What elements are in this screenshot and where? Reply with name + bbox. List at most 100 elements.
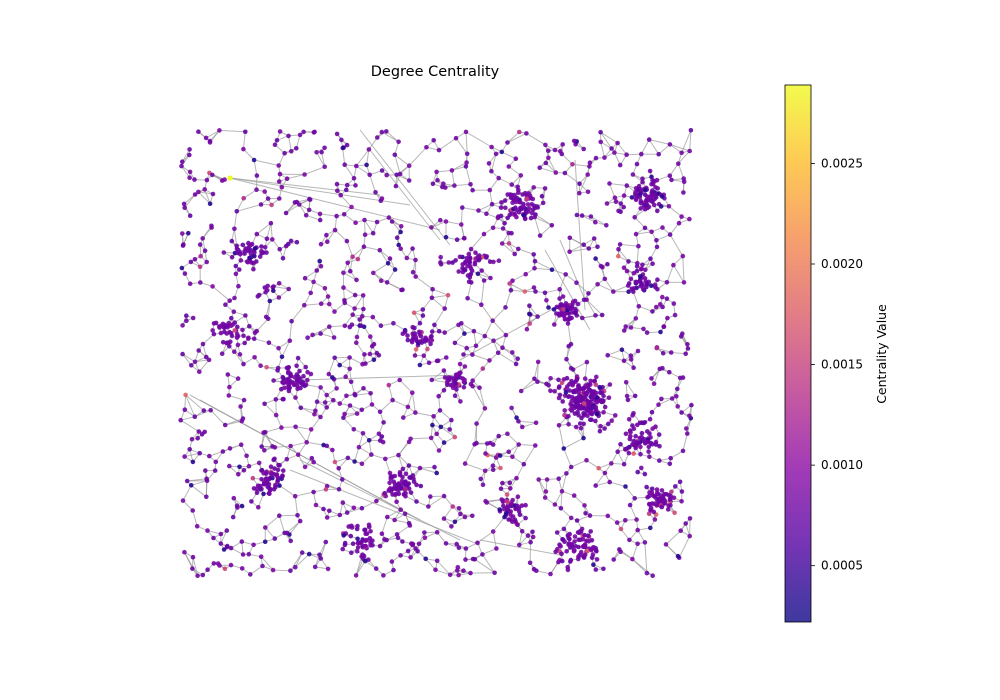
network-node [463,164,469,169]
network-node [452,183,457,188]
network-node [279,184,285,190]
network-node [571,389,576,395]
network-node [505,192,511,197]
network-edge [669,234,684,257]
network-node [358,323,364,329]
network-node [190,554,196,560]
network-node [207,140,213,145]
network-node [432,322,437,328]
network-node [352,392,358,398]
network-edge [636,246,639,264]
network-node [559,380,565,386]
network-node [357,317,363,322]
network-node [642,540,648,545]
network-node [650,573,655,578]
network-node [484,211,489,217]
network-node [267,298,273,304]
network-node [628,357,634,362]
network-node [196,189,201,195]
network-edge [225,418,244,426]
network-node [413,410,418,415]
network-node [521,461,527,467]
network-node [509,405,514,411]
network-node [529,202,535,207]
network-edge [439,410,452,421]
network-node [392,517,397,523]
network-node [585,189,591,195]
network-edge [595,472,606,486]
network-node [347,366,353,372]
network-node [208,408,213,413]
network-node [633,197,639,202]
network-edge [438,396,441,411]
network-node [362,352,367,357]
network-node [293,564,298,570]
network-edge [354,447,360,462]
network-node [249,499,254,504]
network-node [668,455,673,461]
network-node [348,268,353,274]
network-node [490,225,496,231]
network-edge [373,272,388,283]
network-node [311,459,317,465]
network-edge [482,548,497,555]
network-node [518,173,524,178]
network-node [528,215,534,221]
network-edge [363,246,380,251]
network-edge [607,349,623,356]
network-edge [489,177,500,191]
network-node [330,447,335,453]
network-node [546,155,551,161]
network-node [224,528,230,533]
network-edge [510,289,525,292]
network-node [347,403,353,408]
network-node [597,384,602,390]
network-edge [415,276,433,290]
network-edge [534,267,553,271]
network-node [687,533,692,539]
network-edge [185,394,196,417]
network-edge [569,248,589,253]
network-node [269,202,274,208]
network-node [565,321,571,326]
network-node [559,489,565,494]
network-node [211,535,216,541]
network-node [314,268,320,273]
network-node [237,464,242,470]
network-edge [569,237,590,249]
network-node [323,539,329,545]
network-node [369,452,374,457]
network-edge [520,381,538,392]
network-node [507,480,513,486]
network-edge [312,326,330,336]
network-edge [476,408,486,424]
network-node [399,287,404,293]
network-node [591,562,596,567]
network-node [352,306,357,311]
network-node [342,162,348,167]
network-node [379,531,385,536]
network-node [298,405,304,411]
network-node [179,265,185,271]
network-node [236,472,241,477]
network-node [398,229,403,235]
network-node [651,202,657,208]
network-edge [198,131,211,142]
network-node [506,230,512,236]
network-node [195,573,200,578]
network-node [361,244,367,249]
network-node [215,561,221,566]
network-node [568,341,574,347]
network-edge [198,359,210,373]
network-node [461,568,466,573]
network-edge [264,515,280,528]
network-node [342,323,348,329]
network-node [593,256,598,261]
network-node [282,150,287,156]
network-node [452,340,458,346]
network-node [568,464,574,470]
network-node [648,256,653,262]
network-node [308,290,314,296]
network-node [434,470,440,476]
network-node [593,567,599,572]
